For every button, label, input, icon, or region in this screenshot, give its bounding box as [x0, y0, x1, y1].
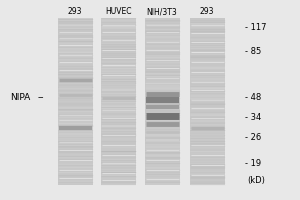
- Text: - 26: - 26: [245, 134, 261, 142]
- Text: HUVEC: HUVEC: [105, 7, 131, 17]
- Text: 293: 293: [68, 7, 82, 17]
- Text: 293: 293: [200, 7, 214, 17]
- Bar: [58, 18, 92, 185]
- Text: NIH/3T3: NIH/3T3: [147, 7, 177, 17]
- Text: --: --: [38, 94, 44, 102]
- Text: - 19: - 19: [245, 158, 261, 168]
- Text: - 48: - 48: [245, 94, 261, 102]
- Bar: [145, 18, 179, 185]
- Text: - 85: - 85: [245, 47, 261, 56]
- Text: - 34: - 34: [245, 114, 261, 122]
- Bar: [190, 18, 224, 185]
- Text: - 117: - 117: [245, 23, 266, 32]
- Text: (kD): (kD): [247, 176, 265, 184]
- Text: NIPA: NIPA: [10, 94, 30, 102]
- Bar: [100, 18, 136, 185]
